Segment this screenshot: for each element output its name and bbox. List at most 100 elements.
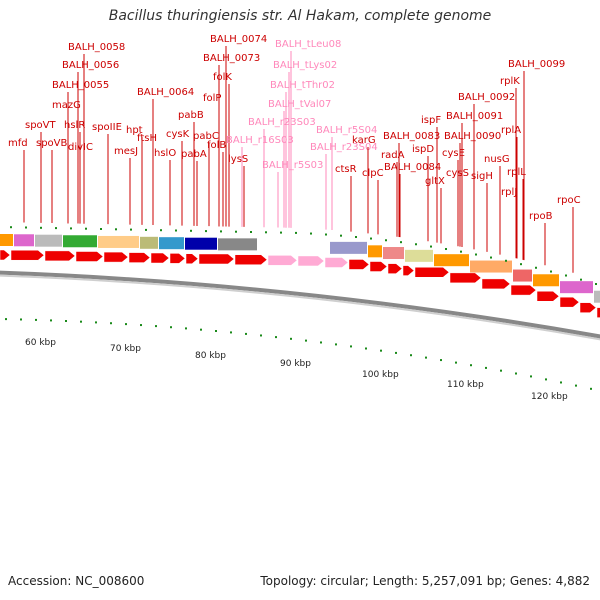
tick-mark [280, 231, 282, 234]
gene-label: pabA [181, 149, 207, 160]
tick-mark [580, 278, 582, 281]
tick-mark [10, 226, 12, 229]
lower-tick-row [5, 318, 592, 390]
gene-label: BALH_0083 [383, 131, 440, 142]
kbp-scale: 60 kbp 70 kbp 80 kbp 90 kbp 100 kbp 110 kbp 12… [25, 338, 568, 402]
tick-mark [55, 227, 57, 230]
genome-backbone [0, 270, 600, 339]
tick-mark [515, 372, 517, 375]
gene-label: BALH_0090 [444, 131, 501, 142]
gene-arrow [559, 296, 580, 308]
tick-mark [370, 237, 372, 240]
tick-mark [460, 250, 462, 253]
tick-mark [130, 228, 132, 231]
feature-block [330, 241, 367, 254]
tick-mark [350, 345, 352, 348]
gene-label: hslR [64, 120, 85, 131]
tick-mark [310, 232, 312, 235]
gene-arrow [150, 252, 170, 264]
tick-mark [455, 361, 457, 364]
feature-block [513, 269, 532, 282]
tick-mark [505, 259, 507, 262]
gene-label: divIC [68, 142, 93, 153]
tick-mark [145, 228, 147, 231]
gene-label: hslO [154, 148, 176, 159]
kbp-label: 100 kbp [362, 370, 399, 380]
tick-mark [470, 364, 472, 367]
tick-mark [95, 321, 97, 324]
gene-arrow [103, 251, 129, 263]
tick-mark [595, 283, 597, 286]
genome-title: Bacillus thuringiensis str. Al Hakam, co… [108, 8, 492, 24]
gene-label: folK [213, 72, 232, 83]
tick-mark [550, 270, 552, 273]
gene-label: BALH_0055 [52, 80, 109, 91]
tick-mark [5, 318, 7, 321]
gene-label: BALH_r16S03 [226, 135, 294, 146]
gene-label: clpC [362, 168, 384, 179]
tick-mark [355, 236, 357, 239]
gene-arrow [481, 278, 511, 290]
gene-arrow [128, 252, 151, 263]
tick-mark [125, 323, 127, 326]
gene-label: cysE [442, 148, 465, 159]
gene-label: rpoB [529, 211, 553, 222]
feature-block [405, 249, 433, 262]
tick-mark [415, 243, 417, 246]
tick-mark [205, 230, 207, 233]
gene-label: BALH_tThr02 [270, 80, 335, 91]
gene-label: cysS [446, 168, 469, 179]
gene-label: BALH_r5S03 [262, 160, 323, 171]
gene-label: mesJ [114, 146, 138, 157]
gene-label: folP [203, 93, 221, 104]
kbp-label: 60 kbp [25, 338, 56, 348]
tick-mark [115, 228, 117, 231]
gene-label: rplL [507, 167, 526, 178]
tick-mark [340, 234, 342, 237]
tick-mark [335, 343, 337, 346]
upper-tick-row [10, 226, 597, 286]
kbp-label: 70 kbp [110, 344, 141, 354]
tick-mark [500, 369, 502, 372]
tick-mark [50, 319, 52, 322]
rna-gene-arrow [267, 255, 298, 266]
feature-block [185, 237, 217, 250]
tick-mark [400, 241, 402, 244]
gene-label: BALH_tLys02 [273, 60, 337, 71]
gene-arrow [0, 249, 11, 261]
gene-arrow [10, 249, 45, 261]
gene-label: sigH [471, 171, 493, 182]
kbp-label: 80 kbp [195, 351, 226, 361]
tick-mark [220, 230, 222, 233]
gene-arrow [449, 272, 482, 284]
feature-block [383, 247, 404, 260]
kbp-label: 120 kbp [531, 392, 568, 402]
feature-block [35, 234, 62, 247]
gene-label: BALH_0092 [458, 92, 515, 103]
gene-label: pabC [193, 131, 219, 142]
tick-mark [190, 229, 192, 232]
tick-mark [35, 318, 37, 321]
tick-mark [260, 334, 262, 337]
gene-label: hpt [126, 125, 143, 136]
gene-label: BALH_tVal07 [268, 99, 331, 110]
tick-mark [40, 226, 42, 229]
gene-label: lysS [228, 154, 248, 165]
feature-block [218, 238, 257, 251]
gene-label: BALH_tLeu08 [275, 39, 341, 50]
gene-label: BALH_0099 [508, 59, 565, 70]
gene-arrow [75, 251, 104, 262]
gene-label: spoVB [36, 138, 68, 149]
feature-block [434, 254, 469, 267]
gene-label: BALH_0058 [68, 42, 125, 53]
feature-block [368, 245, 382, 258]
tick-mark [545, 378, 547, 381]
gene-arrow [234, 254, 268, 265]
gene-arrow [579, 302, 597, 313]
feature-block [0, 234, 13, 246]
feature-block [140, 236, 158, 249]
tick-mark [410, 354, 412, 357]
gene-arrow [536, 291, 560, 302]
tick-mark [535, 266, 537, 269]
tick-mark [490, 256, 492, 259]
